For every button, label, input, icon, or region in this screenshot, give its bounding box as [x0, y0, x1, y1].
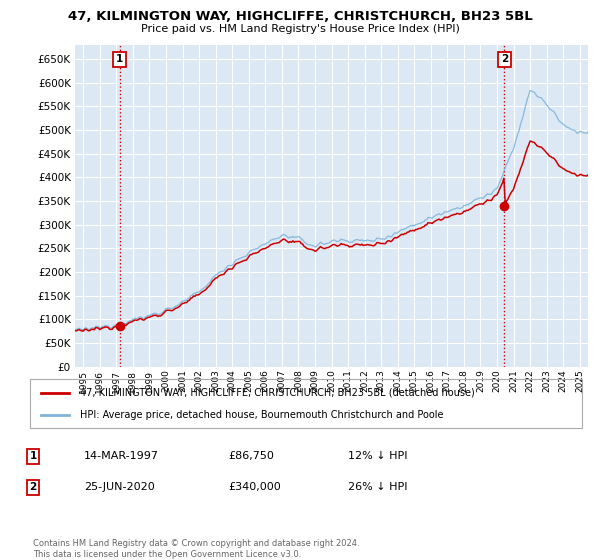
Text: 2: 2	[29, 482, 37, 492]
Text: 26% ↓ HPI: 26% ↓ HPI	[348, 482, 407, 492]
Text: 47, KILMINGTON WAY, HIGHCLIFFE, CHRISTCHURCH, BH23 5BL (detached house): 47, KILMINGTON WAY, HIGHCLIFFE, CHRISTCH…	[80, 388, 475, 398]
Text: £86,750: £86,750	[228, 451, 274, 461]
Text: 25-JUN-2020: 25-JUN-2020	[84, 482, 155, 492]
Text: 1: 1	[29, 451, 37, 461]
Text: HPI: Average price, detached house, Bournemouth Christchurch and Poole: HPI: Average price, detached house, Bour…	[80, 409, 443, 419]
Text: 47, KILMINGTON WAY, HIGHCLIFFE, CHRISTCHURCH, BH23 5BL: 47, KILMINGTON WAY, HIGHCLIFFE, CHRISTCH…	[68, 10, 532, 22]
Text: Price paid vs. HM Land Registry's House Price Index (HPI): Price paid vs. HM Land Registry's House …	[140, 24, 460, 34]
Text: 12% ↓ HPI: 12% ↓ HPI	[348, 451, 407, 461]
Text: Contains HM Land Registry data © Crown copyright and database right 2024.
This d: Contains HM Land Registry data © Crown c…	[33, 539, 359, 559]
Text: 2: 2	[501, 54, 508, 64]
Text: 1: 1	[116, 54, 124, 64]
Text: 14-MAR-1997: 14-MAR-1997	[84, 451, 159, 461]
Text: £340,000: £340,000	[228, 482, 281, 492]
